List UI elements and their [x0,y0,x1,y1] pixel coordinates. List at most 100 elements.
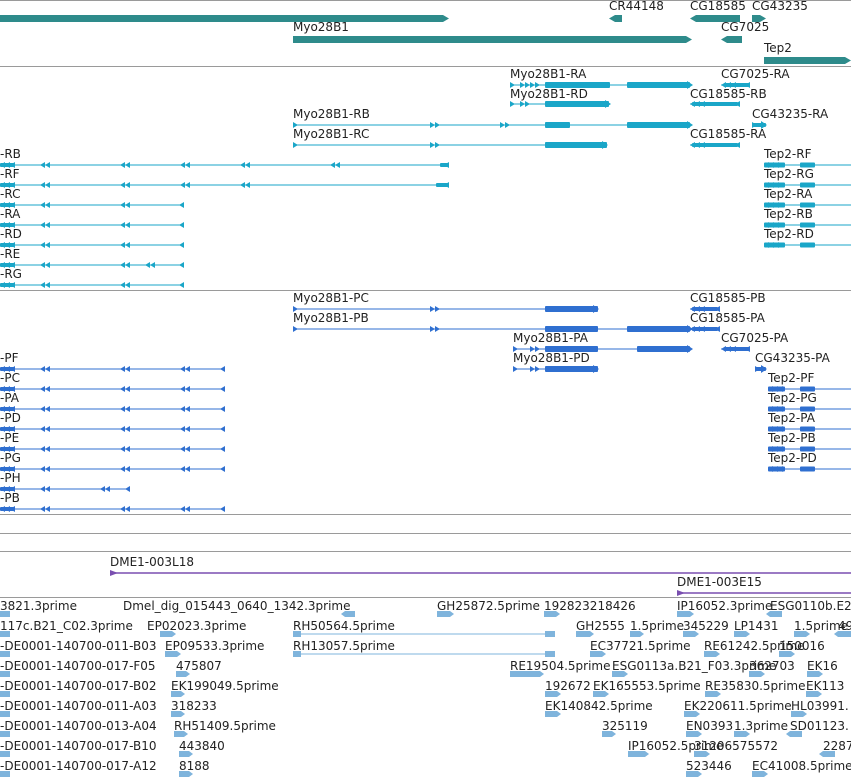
transcript-a-strand-arrow[interactable] [5,162,10,168]
transcript-b-strand-arrow[interactable] [768,446,773,452]
est-label[interactable]: 325119 [602,719,648,733]
transcript-b-end-arrow[interactable] [715,326,720,332]
transcript-b-strand-arrow[interactable] [700,306,705,312]
est-label[interactable]: 318233 [171,699,217,713]
transcript-b-exon[interactable] [800,466,815,472]
transcript-b-label[interactable]: Tep2-PB [768,431,816,445]
transcript-b-label[interactable]: -PB [0,491,20,505]
transcript-b-strand-arrow[interactable] [293,306,298,312]
transcript-b-strand-arrow[interactable] [100,486,105,492]
transcript-b-strand-arrow[interactable] [0,366,5,372]
transcript-a-strand-arrow[interactable] [40,222,45,228]
transcript-a-strand-arrow[interactable] [45,242,50,248]
est-label[interactable]: EK165553.5prime [593,679,701,693]
est-label[interactable]: -DE0001-140700-011-A03 [0,699,157,713]
transcript-b-strand-arrow[interactable] [700,326,705,332]
est-label[interactable]: 8188 [179,759,210,773]
transcript-b-end-arrow[interactable] [593,365,599,373]
est-label[interactable]: EC37721.5prime [590,639,691,653]
transcript-b-strand-arrow[interactable] [513,346,518,352]
est-arrow[interactable] [602,651,606,657]
transcript-a-end-arrow[interactable] [761,121,767,129]
transcript-b-strand-arrow[interactable] [120,466,125,472]
est-arrow[interactable] [624,671,628,677]
transcript-a-strand-arrow[interactable] [764,222,769,228]
transcript-a-strand-arrow[interactable] [690,142,695,148]
est-label[interactable]: 1.5prime [630,619,685,633]
transcript-b-strand-arrow[interactable] [185,466,190,472]
transcript-b-strand-arrow[interactable] [768,386,773,392]
transcript-b-strand-arrow[interactable] [40,466,45,472]
transcript-a-strand-arrow[interactable] [0,282,5,288]
est-label[interactable]: EP02023.3prime [147,619,247,633]
transcript-a-end-arrow[interactable] [687,81,693,89]
transcript-b-strand-arrow[interactable] [40,506,45,512]
est-label[interactable]: RH50564.5prime [293,619,395,633]
transcript-b-strand-arrow[interactable] [530,346,535,352]
clone-label[interactable]: DME1-003L18 [110,555,194,569]
est-feature[interactable] [779,651,791,657]
est-arrow[interactable] [819,751,823,757]
transcript-a-strand-arrow[interactable] [525,101,530,107]
est-feature[interactable] [179,771,189,777]
transcript-b-strand-arrow[interactable] [185,366,190,372]
transcript-a-strand-arrow[interactable] [0,262,5,268]
est-feature[interactable] [0,711,10,717]
transcript-b-label[interactable]: Myo28B1-PC [293,291,369,305]
est-feature[interactable] [0,611,10,617]
transcript-a-strand-arrow[interactable] [700,101,705,107]
gene-label[interactable]: Tep2 [764,41,792,55]
est-label[interactable]: 345229 [683,619,729,633]
transcript-a-strand-arrow[interactable] [752,122,757,128]
transcript-b-strand-arrow[interactable] [755,366,760,372]
transcript-a-strand-arrow[interactable] [180,162,185,168]
est-feature[interactable] [794,631,806,637]
est-label[interactable]: EK16 [807,659,838,673]
gene-label[interactable]: CG7025 [721,20,770,34]
est-arrow[interactable] [764,771,768,777]
transcript-b-label[interactable]: CG43235-PA [755,351,830,365]
est-label[interactable]: IP16052.5prime [628,739,724,753]
transcript-b-strand-arrow[interactable] [0,446,5,452]
transcript-a-strand-arrow[interactable] [120,202,125,208]
est-arrow[interactable] [645,751,649,757]
est-feature[interactable] [0,631,10,637]
est-arrow[interactable] [818,691,822,697]
est-arrow[interactable] [640,631,644,637]
transcript-a-label[interactable]: Tep2-RB [764,207,813,221]
est-label[interactable]: 362703 [749,659,795,673]
transcript-a-label[interactable]: CG18585-RA [690,127,767,141]
est-feature[interactable] [823,751,835,757]
transcript-b-strand-arrow[interactable] [731,346,736,352]
transcript-a-strand-arrow[interactable] [5,182,10,188]
transcript-b-strand-arrow[interactable] [180,386,185,392]
transcript-a-end-arrow[interactable] [602,141,608,149]
transcript-a-strand-arrow[interactable] [731,82,736,88]
est-feature[interactable] [694,751,706,757]
transcript-b-strand-arrow[interactable] [5,366,10,372]
transcript-a-strand-arrow[interactable] [330,162,335,168]
transcript-a-strand-arrow[interactable] [774,222,779,228]
transcript-a-exon[interactable] [545,82,610,88]
est-label[interactable]: 49 [838,619,851,633]
transcript-b-strand-arrow[interactable] [0,506,5,512]
transcript-a-strand-arrow[interactable] [185,162,190,168]
transcript-b-strand-arrow[interactable] [513,366,518,372]
transcript-a-strand-arrow[interactable] [10,282,15,288]
transcript-a-label[interactable]: Myo28B1-RC [293,127,370,141]
transcript-b-strand-arrow[interactable] [768,406,773,412]
transcript-b-exon[interactable] [545,366,598,372]
transcript-a-strand-arrow[interactable] [430,142,435,148]
est-feature[interactable] [0,671,10,677]
transcript-b-strand-arrow[interactable] [45,486,50,492]
transcript-b-strand-arrow[interactable] [105,486,110,492]
transcript-a-end-arrow[interactable] [179,202,184,208]
est-label[interactable]: 192823218426 [544,599,636,613]
transcript-b-strand-arrow[interactable] [40,446,45,452]
est-arrow[interactable] [450,611,454,617]
est-feature[interactable] [752,771,764,777]
transcript-a-strand-arrow[interactable] [40,282,45,288]
est-label[interactable]: EK220611.5prime [684,699,792,713]
transcript-b-strand-arrow[interactable] [125,466,130,472]
transcript-a-strand-arrow[interactable] [695,101,700,107]
